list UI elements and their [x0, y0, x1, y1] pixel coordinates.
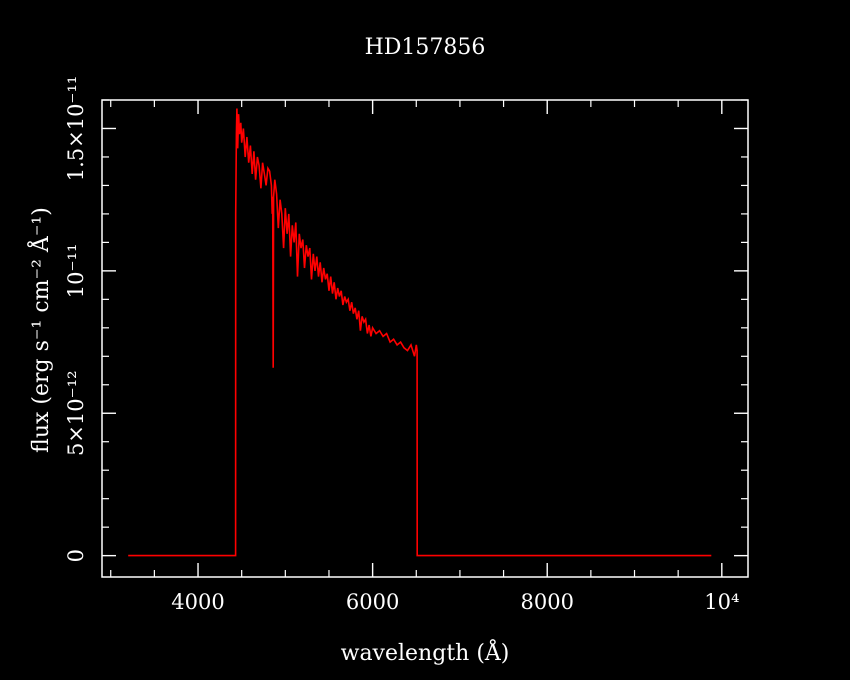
y-tick-label: 1.5×10⁻¹¹ [64, 76, 88, 182]
plot-frame [101, 99, 749, 578]
y-axis-ticks: 0 5×10⁻¹² 10⁻¹¹ 1.5×10⁻¹¹ [64, 76, 748, 562]
y-axis-label: flux (erg s⁻¹ cm⁻² Å⁻¹) [26, 207, 54, 453]
x-tick-label: 8000 [520, 590, 573, 614]
x-minor-ticks [110, 100, 679, 577]
y-tick-label: 0 [64, 549, 88, 562]
spectrum-series [128, 108, 712, 557]
x-tick-label: 4000 [171, 590, 224, 614]
y-tick-label: 5×10⁻¹² [64, 370, 88, 456]
y-minor-ticks [102, 99, 748, 528]
x-tick-label: 6000 [346, 590, 399, 614]
x-axis-label: wavelength (Å) [341, 638, 510, 666]
x-axis-ticks: 4000 6000 8000 10⁴ [171, 100, 739, 614]
series-line [128, 108, 712, 557]
chart-title: HD157856 [365, 35, 486, 60]
x-tick-label: 10⁴ [704, 590, 739, 614]
y-tick-label: 10⁻¹¹ [64, 244, 88, 299]
